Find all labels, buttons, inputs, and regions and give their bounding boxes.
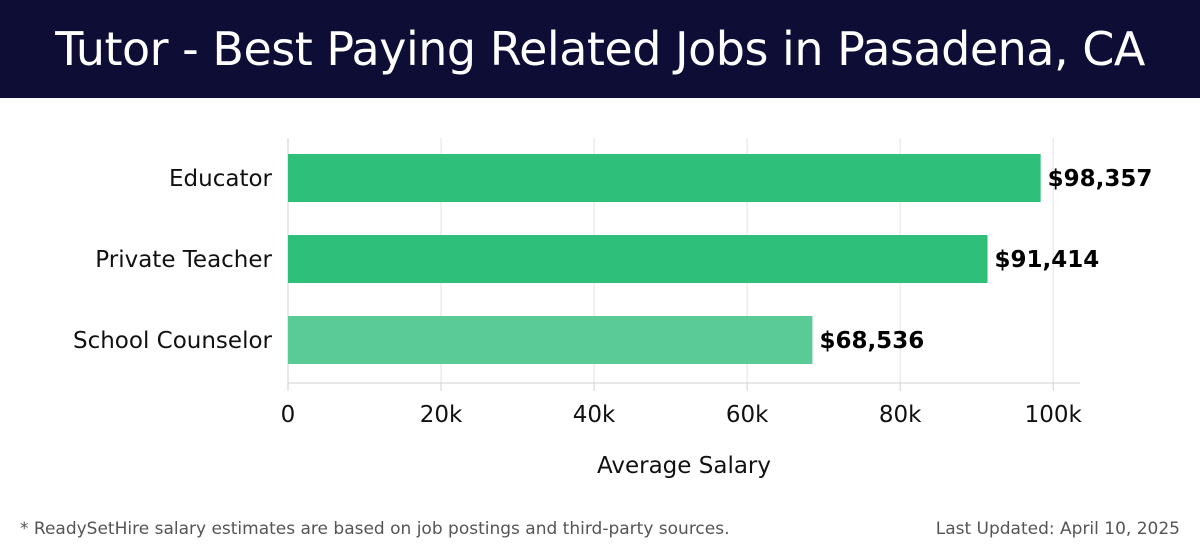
x-axis-title: Average Salary (597, 453, 771, 479)
category-label: Educator (169, 166, 273, 192)
category-label: School Counselor (73, 328, 273, 354)
data-label: $98,357 (1048, 166, 1153, 192)
x-tick-label: 80k (879, 402, 922, 428)
title-banner: Tutor - Best Paying Related Jobs in Pasa… (0, 0, 1200, 98)
x-tick-label: 0 (281, 402, 296, 428)
x-tick-label: 60k (726, 402, 769, 428)
bar (288, 235, 988, 283)
bar (288, 154, 1041, 202)
page-title: Tutor - Best Paying Related Jobs in Pasa… (55, 22, 1145, 76)
last-updated: Last Updated: April 10, 2025 (935, 519, 1180, 539)
footnote: * ReadySetHire salary estimates are base… (20, 519, 730, 539)
bar-chart: Educator $98,357 Private Teacher $91,414 Sch… (73, 138, 1153, 479)
x-tick-label: 20k (420, 402, 463, 428)
data-label: $91,414 (995, 247, 1100, 273)
x-tick-label: 40k (573, 402, 616, 428)
category-label: Private Teacher (95, 247, 272, 273)
data-label: $68,536 (819, 328, 924, 354)
x-tick-label: 100k (1025, 402, 1083, 428)
bar (288, 316, 813, 364)
